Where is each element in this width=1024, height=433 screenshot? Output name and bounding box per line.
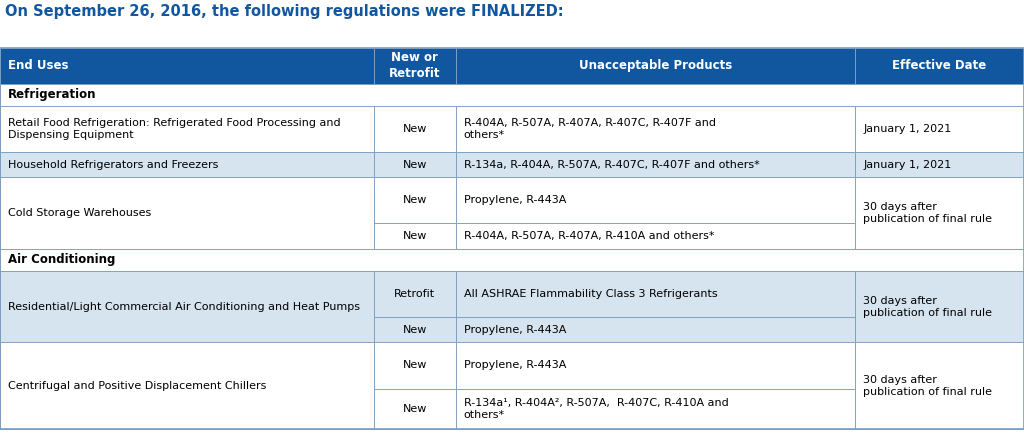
- Text: January 1, 2021: January 1, 2021: [863, 124, 951, 134]
- Text: R-404A, R-507A, R-407A, R-407C, R-407F and
others*: R-404A, R-507A, R-407A, R-407C, R-407F a…: [464, 118, 716, 140]
- Text: On September 26, 2016, the following regulations were FINALIZED:: On September 26, 2016, the following reg…: [5, 4, 564, 19]
- FancyBboxPatch shape: [374, 271, 456, 317]
- FancyBboxPatch shape: [456, 343, 855, 388]
- Text: Centrifugal and Positive Displacement Chillers: Centrifugal and Positive Displacement Ch…: [8, 381, 266, 391]
- FancyBboxPatch shape: [456, 271, 855, 317]
- Text: Household Refrigerators and Freezers: Household Refrigerators and Freezers: [8, 160, 218, 170]
- Text: New: New: [402, 325, 427, 335]
- FancyBboxPatch shape: [855, 343, 1024, 429]
- FancyBboxPatch shape: [456, 178, 855, 223]
- FancyBboxPatch shape: [855, 152, 1024, 178]
- Text: New: New: [402, 231, 427, 241]
- Text: R-404A, R-507A, R-407A, R-410A and others*: R-404A, R-507A, R-407A, R-410A and other…: [464, 231, 715, 241]
- Text: January 1, 2021: January 1, 2021: [863, 160, 951, 170]
- Text: New or
Retrofit: New or Retrofit: [389, 52, 440, 80]
- Text: Residential/Light Commercial Air Conditioning and Heat Pumps: Residential/Light Commercial Air Conditi…: [8, 302, 360, 312]
- FancyBboxPatch shape: [456, 388, 855, 429]
- FancyBboxPatch shape: [0, 249, 1024, 271]
- Text: End Uses: End Uses: [8, 59, 69, 72]
- Text: New: New: [402, 124, 427, 134]
- FancyBboxPatch shape: [456, 106, 855, 152]
- FancyBboxPatch shape: [374, 48, 456, 84]
- Text: Propylene, R-443A: Propylene, R-443A: [464, 325, 566, 335]
- FancyBboxPatch shape: [0, 343, 374, 429]
- FancyBboxPatch shape: [374, 223, 456, 249]
- FancyBboxPatch shape: [374, 388, 456, 429]
- Text: New: New: [402, 160, 427, 170]
- Text: Effective Date: Effective Date: [892, 59, 987, 72]
- FancyBboxPatch shape: [855, 178, 1024, 249]
- Text: New: New: [402, 195, 427, 205]
- Text: All ASHRAE Flammability Class 3 Refrigerants: All ASHRAE Flammability Class 3 Refriger…: [464, 289, 718, 299]
- FancyBboxPatch shape: [374, 178, 456, 223]
- FancyBboxPatch shape: [0, 106, 374, 152]
- Text: R-134a, R-404A, R-507A, R-407C, R-407F and others*: R-134a, R-404A, R-507A, R-407C, R-407F a…: [464, 160, 760, 170]
- Text: 30 days after
publication of final rule: 30 days after publication of final rule: [863, 375, 992, 397]
- Text: Propylene, R-443A: Propylene, R-443A: [464, 360, 566, 370]
- Text: Propylene, R-443A: Propylene, R-443A: [464, 195, 566, 205]
- Text: Cold Storage Warehouses: Cold Storage Warehouses: [8, 208, 152, 218]
- Text: New: New: [402, 404, 427, 414]
- Text: R-134a¹, R-404A², R-507A,  R-407C, R-410A and
others*: R-134a¹, R-404A², R-507A, R-407C, R-410A…: [464, 397, 729, 420]
- FancyBboxPatch shape: [456, 223, 855, 249]
- FancyBboxPatch shape: [456, 317, 855, 343]
- FancyBboxPatch shape: [374, 152, 456, 178]
- FancyBboxPatch shape: [374, 317, 456, 343]
- FancyBboxPatch shape: [374, 106, 456, 152]
- Text: 30 days after
publication of final rule: 30 days after publication of final rule: [863, 296, 992, 318]
- Text: Retrofit: Retrofit: [394, 289, 435, 299]
- Text: Unacceptable Products: Unacceptable Products: [579, 59, 732, 72]
- Text: New: New: [402, 360, 427, 370]
- FancyBboxPatch shape: [456, 48, 855, 84]
- FancyBboxPatch shape: [855, 106, 1024, 152]
- Text: Refrigeration: Refrigeration: [8, 88, 96, 101]
- FancyBboxPatch shape: [855, 48, 1024, 84]
- FancyBboxPatch shape: [0, 48, 374, 84]
- FancyBboxPatch shape: [374, 343, 456, 388]
- Text: 30 days after
publication of final rule: 30 days after publication of final rule: [863, 202, 992, 224]
- FancyBboxPatch shape: [0, 84, 1024, 106]
- FancyBboxPatch shape: [456, 152, 855, 178]
- FancyBboxPatch shape: [855, 271, 1024, 343]
- Text: Retail Food Refrigeration: Refrigerated Food Processing and
Dispensing Equipment: Retail Food Refrigeration: Refrigerated …: [8, 118, 341, 140]
- FancyBboxPatch shape: [0, 178, 374, 249]
- FancyBboxPatch shape: [0, 271, 374, 343]
- FancyBboxPatch shape: [0, 152, 374, 178]
- Text: Air Conditioning: Air Conditioning: [8, 253, 116, 266]
